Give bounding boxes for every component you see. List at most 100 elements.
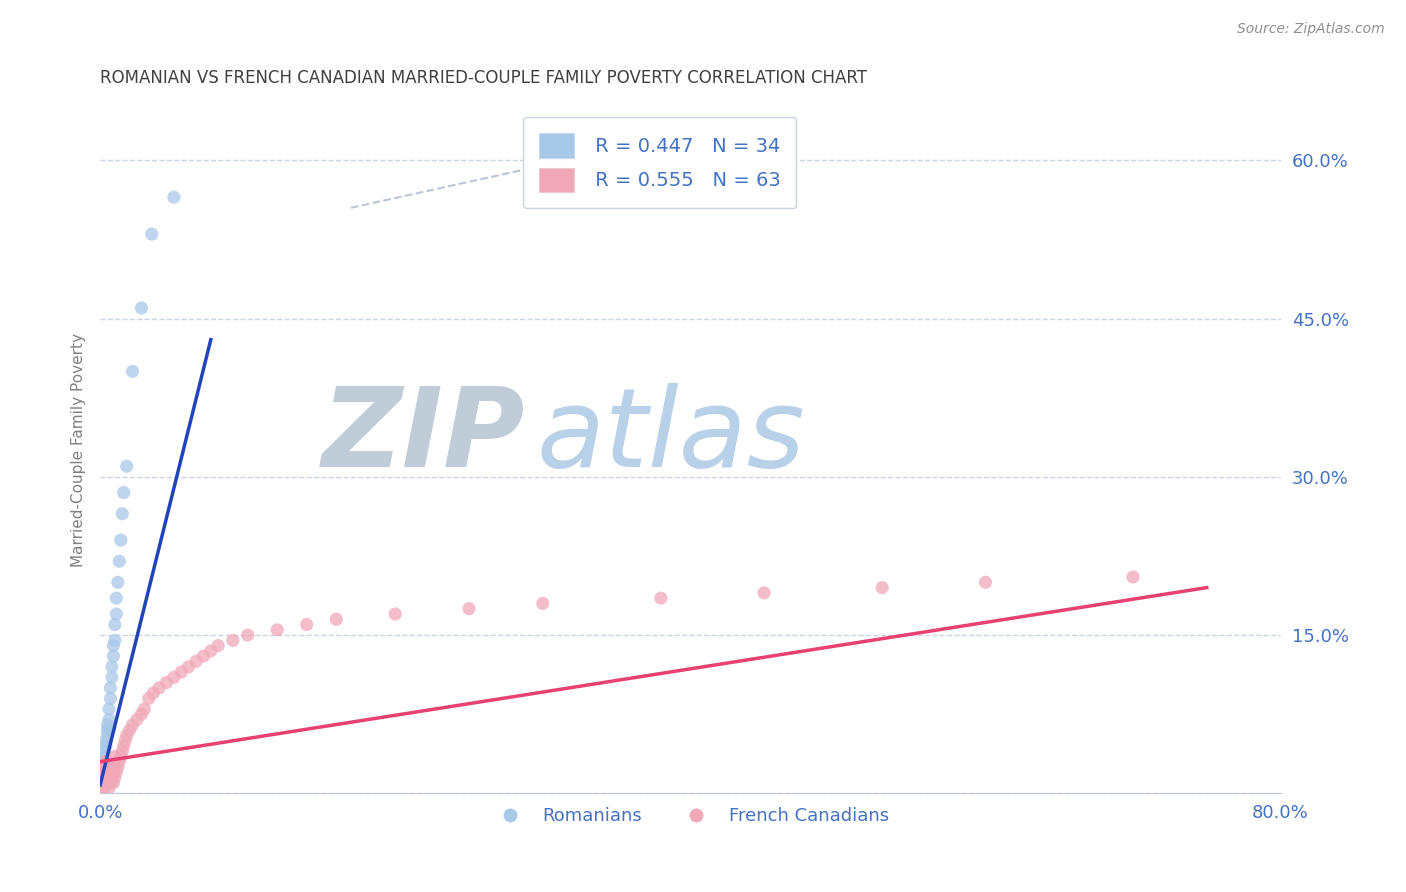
Point — [93, 765, 115, 780]
Point — [91, 771, 114, 785]
Point — [93, 749, 115, 764]
Y-axis label: Married-Couple Family Poverty: Married-Couple Family Poverty — [72, 334, 86, 567]
Point — [104, 617, 127, 632]
Point — [177, 659, 200, 673]
Point — [91, 765, 114, 780]
Point — [101, 771, 124, 785]
Point — [104, 771, 127, 785]
Point — [138, 691, 160, 706]
Text: atlas: atlas — [537, 384, 806, 491]
Point — [105, 765, 128, 780]
Point — [118, 723, 141, 737]
Point — [90, 765, 112, 780]
Point — [752, 586, 775, 600]
Text: Source: ZipAtlas.com: Source: ZipAtlas.com — [1237, 22, 1385, 37]
Point — [94, 760, 117, 774]
Point — [94, 739, 117, 753]
Point — [100, 681, 122, 695]
Point — [107, 760, 129, 774]
Point — [458, 601, 481, 615]
Point — [112, 739, 135, 753]
Point — [108, 554, 131, 568]
Point — [155, 675, 177, 690]
Point — [125, 713, 148, 727]
Point — [98, 780, 121, 795]
Point — [115, 728, 138, 742]
Text: ZIP: ZIP — [322, 384, 524, 491]
Point — [93, 744, 115, 758]
Point — [111, 744, 134, 758]
Point — [1122, 570, 1144, 584]
Point — [163, 670, 186, 684]
Point — [163, 190, 186, 204]
Point — [108, 755, 131, 769]
Point — [96, 755, 118, 769]
Point — [974, 575, 997, 590]
Point — [134, 702, 156, 716]
Point — [93, 780, 115, 795]
Point — [114, 733, 136, 747]
Point — [325, 612, 347, 626]
Point — [531, 596, 554, 610]
Point — [100, 691, 122, 706]
Point — [105, 607, 128, 621]
Point — [103, 649, 125, 664]
Point — [103, 765, 125, 780]
Point — [94, 771, 117, 785]
Point — [103, 639, 125, 653]
Point — [121, 718, 143, 732]
Point — [104, 760, 127, 774]
Point — [98, 771, 121, 785]
Point — [384, 607, 406, 621]
Point — [93, 776, 115, 790]
Point — [650, 591, 672, 606]
Point — [98, 760, 121, 774]
Point — [96, 776, 118, 790]
Point — [98, 713, 121, 727]
Point — [170, 665, 193, 679]
Point — [96, 765, 118, 780]
Point — [94, 733, 117, 747]
Point — [142, 686, 165, 700]
Point — [101, 670, 124, 684]
Point — [110, 749, 132, 764]
Point — [193, 649, 215, 664]
Point — [131, 707, 153, 722]
Point — [98, 723, 121, 737]
Point — [110, 533, 132, 548]
Point — [91, 760, 114, 774]
Point — [295, 617, 318, 632]
Point — [104, 749, 127, 764]
Point — [94, 755, 117, 769]
Point — [121, 364, 143, 378]
Point — [141, 227, 163, 241]
Point — [98, 702, 121, 716]
Point — [101, 659, 124, 673]
Point — [90, 776, 112, 790]
Text: ROMANIAN VS FRENCH CANADIAN MARRIED-COUPLE FAMILY POVERTY CORRELATION CHART: ROMANIAN VS FRENCH CANADIAN MARRIED-COUP… — [100, 69, 868, 87]
Point — [107, 575, 129, 590]
Point — [184, 655, 207, 669]
Point — [91, 771, 114, 785]
Point — [100, 765, 122, 780]
Point — [96, 723, 118, 737]
Point — [101, 760, 124, 774]
Point — [131, 301, 153, 315]
Point — [200, 644, 222, 658]
Point — [90, 780, 112, 795]
Point — [105, 591, 128, 606]
Point — [96, 718, 118, 732]
Point — [100, 776, 122, 790]
Point — [104, 633, 127, 648]
Point — [112, 485, 135, 500]
Point — [115, 459, 138, 474]
Point — [111, 507, 134, 521]
Point — [266, 623, 288, 637]
Point — [222, 633, 245, 648]
Legend: Romanians, French Canadians: Romanians, French Canadians — [485, 800, 896, 832]
Point — [236, 628, 259, 642]
Point — [148, 681, 170, 695]
Point — [93, 755, 115, 769]
Point — [103, 776, 125, 790]
Point — [91, 760, 114, 774]
